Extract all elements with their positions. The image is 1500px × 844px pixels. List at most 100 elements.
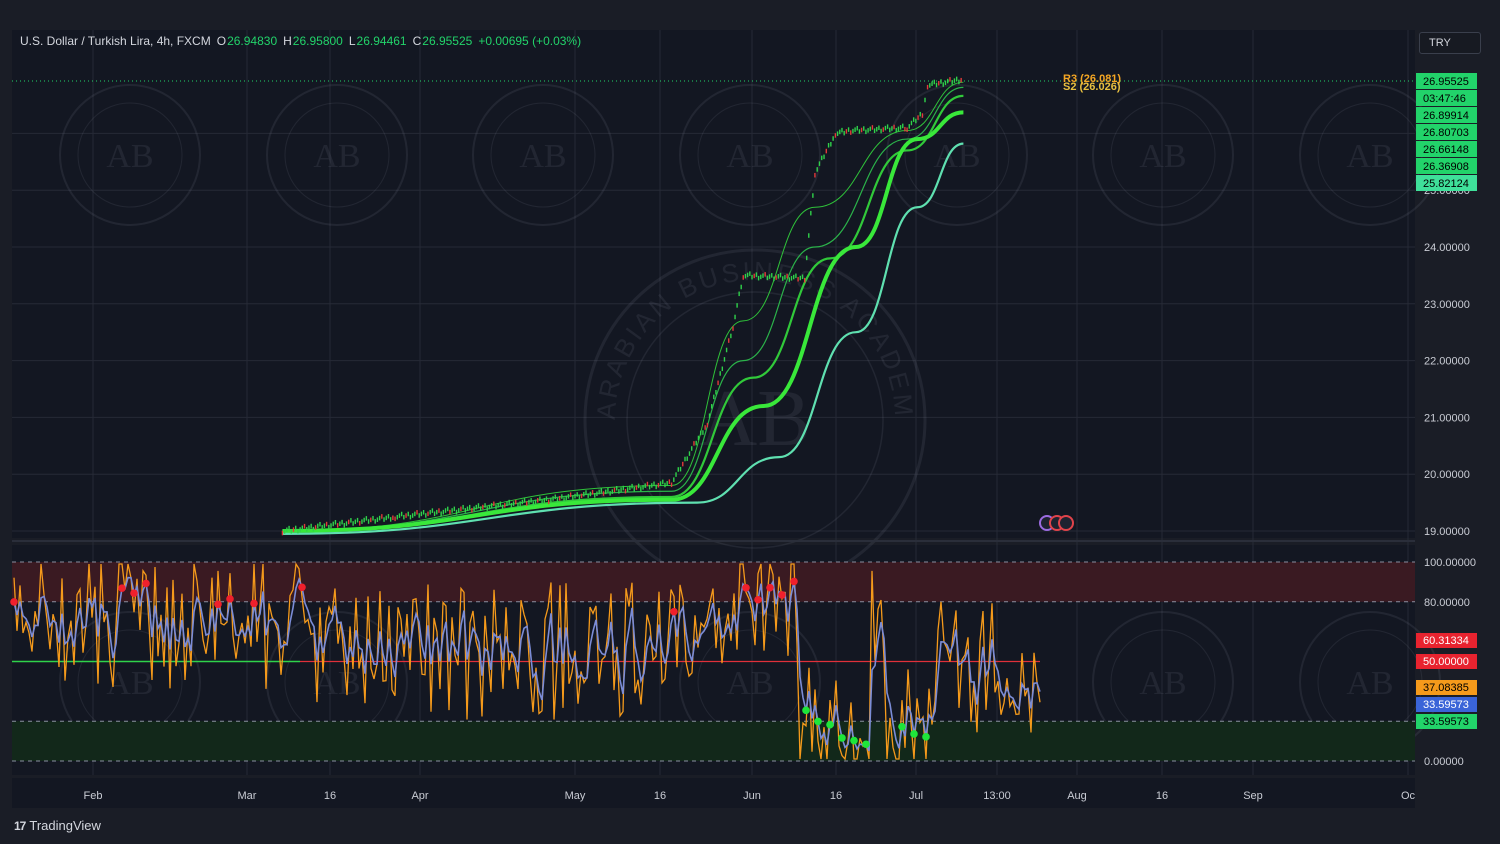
oscillator-value-bg-3 (1416, 697, 1477, 712)
price-label-1: 03:47:46 (1423, 93, 1466, 105)
watermark-inner-ring-2 (490, 102, 596, 208)
price-label-bg-3 (1416, 124, 1477, 140)
price-label-0: 26.95525 (1423, 76, 1469, 88)
oversold-dot (850, 736, 858, 745)
price-tick-label: 22.00000 (1424, 356, 1470, 368)
time-tick-label: Sep (1243, 790, 1263, 802)
overbought-dot (742, 583, 750, 592)
low-value: 26.94461 (356, 34, 407, 48)
high-value: 26.95800 (292, 34, 343, 48)
watermark-inner-ring-5 (1110, 102, 1216, 208)
change-value: +0.00695 (+0.03%) (478, 34, 582, 48)
tradingview-icon: 17 (14, 818, 26, 833)
watermark-monogram-10: AB (1139, 665, 1186, 702)
price-label-2: 26.89914 (1423, 110, 1469, 122)
time-tick-label: 16 (830, 790, 842, 802)
price-tick-label: 23.00000 (1424, 299, 1470, 311)
overbought-dot (142, 579, 150, 588)
overbought-dot (118, 584, 126, 592)
watermark-monogram-3: AB (726, 138, 773, 175)
oscillator-value-label-0: 60.31334 (1423, 635, 1469, 647)
watermark-ring-4 (886, 84, 1028, 226)
symbol-title[interactable]: U.S. Dollar / Turkish Lira, 4h, FXCM (20, 34, 211, 48)
watermark-inner-ring-0 (77, 102, 183, 208)
time-axis-pane (12, 778, 1415, 808)
oversold-dot (910, 730, 918, 738)
currency-selector[interactable]: TRY (1419, 32, 1481, 54)
oscillator-value-label-1: 50.00000 (1423, 656, 1469, 668)
price-label-bg-1 (1416, 90, 1477, 106)
time-tick-label: Apr (411, 790, 428, 802)
watermark-ring-1 (266, 84, 408, 226)
time-tick-label: Feb (84, 790, 103, 802)
signal-dots (10, 577, 930, 749)
oscillator-value-label-2: 37.08385 (1423, 682, 1469, 694)
moving-average-4 (282, 110, 964, 533)
overbought-dot (214, 600, 222, 609)
oscillator-value-bg-1 (1416, 654, 1477, 669)
symbol-header: U.S. Dollar / Turkish Lira, 4h, FXCM O 26… (20, 34, 581, 48)
overbought-dot (670, 607, 678, 616)
oversold-dot (838, 734, 846, 742)
pivot-label-s2: S2 (26.026) (1063, 81, 1121, 93)
time-tick-label: 16 (654, 790, 666, 802)
price-candles (281, 76, 962, 536)
tradingview-logo[interactable]: 17 TradingView (14, 818, 101, 833)
price-tick-label: 21.00000 (1424, 412, 1470, 424)
time-tick-label: 13:00 (983, 790, 1011, 802)
overbought-dot (10, 598, 18, 606)
time-axis: Feb Mar 16 Apr May 16 Jun 16 Jul 13:00 Aug 16 Sep Oc (84, 790, 1416, 802)
time-tick-label: Mar (238, 790, 257, 802)
watermark-inner-ring-4 (904, 102, 1010, 208)
price-tick-label: 20.00000 (1424, 469, 1470, 481)
watermark-ring-2 (472, 84, 614, 226)
price-label-bg-4 (1416, 141, 1477, 157)
low-label: L (348, 34, 356, 48)
watermark-monogram-0: AB (106, 138, 153, 175)
overbought-dot (130, 589, 138, 598)
price-axis-labels: 19.00000 20.00000 21.00000 22.00000 23.00000… (1424, 185, 1470, 538)
oscillator-value-bg-0 (1416, 633, 1477, 648)
price-label-bg-6 (1416, 175, 1477, 191)
grid-lines (12, 30, 1415, 775)
overbought-dot (298, 583, 306, 592)
overbought-dot (778, 591, 786, 599)
time-tick-label: May (565, 790, 586, 802)
close-label: C (412, 34, 422, 48)
oscillator-axis-labels: 100.00000 80.00000 0.00000 (1424, 557, 1476, 768)
currency-label: TRY (1429, 37, 1451, 49)
time-tick-label: Oc (1401, 790, 1416, 802)
watermark-monogram-1: AB (313, 138, 360, 175)
watermark-inner-ring-1 (284, 102, 390, 208)
open-label: O (216, 34, 227, 48)
moving-average-5 (282, 142, 964, 535)
price-pane (12, 30, 1415, 538)
price-label-bg-5 (1416, 158, 1477, 174)
overbought-dot (790, 577, 798, 586)
watermark-monogram-5: AB (1139, 138, 1186, 175)
oversold-dot (898, 722, 906, 731)
overbought-dot (754, 595, 762, 604)
price-label-3: 26.80703 (1423, 127, 1469, 139)
overbought-dot (250, 599, 258, 608)
watermark-monogram-4: AB (933, 138, 980, 175)
oversold-dot (862, 740, 870, 749)
oscillator-slow-line (13, 576, 1041, 752)
price-tick-label: 19.00000 (1424, 526, 1470, 538)
price-label-bg-2 (1416, 107, 1477, 123)
time-tick-label: 16 (324, 790, 336, 802)
oscillator-tick-label: 80.00000 (1424, 597, 1470, 609)
pivot-label-r3: R3 (26.081) (1063, 73, 1121, 85)
watermark-monogram-2: AB (519, 138, 566, 175)
oversold-dot (922, 733, 930, 741)
overbought-dot (226, 595, 234, 603)
watermark-monogram-8: AB (313, 665, 360, 702)
oscillator-value-bg-2 (1416, 680, 1477, 695)
watermark-ring-5 (1092, 84, 1234, 226)
price-tick-label: 24.00000 (1424, 242, 1470, 254)
oscillator-value-label-4: 33.59573 (1423, 716, 1469, 728)
time-tick-label: 16 (1156, 790, 1168, 802)
overbought-dot (766, 583, 774, 592)
